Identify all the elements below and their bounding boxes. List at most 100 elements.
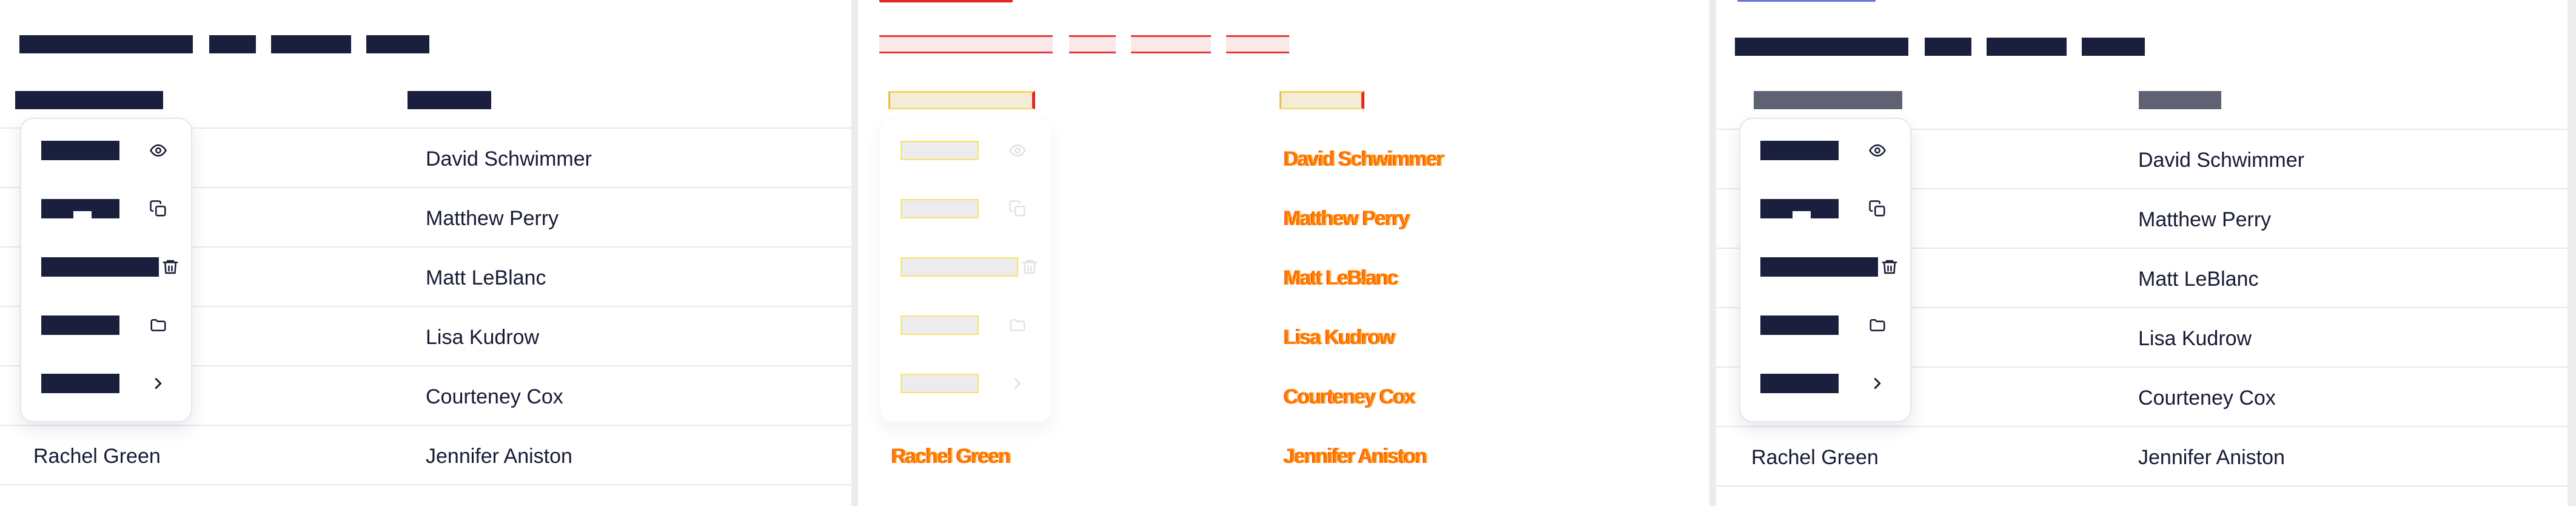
menu-item-duplicate[interactable]: [880, 178, 1050, 237]
menu-item-delete[interactable]: [1740, 237, 1910, 295]
menu-item-duplicate[interactable]: [1740, 178, 1910, 237]
menu-item-duplicate[interactable]: [21, 178, 191, 237]
toolbar-button-redacted[interactable]: [2082, 38, 2145, 56]
toolbar-button-redacted[interactable]: [1226, 35, 1289, 53]
table-row[interactable]: David Schwimmer: [0, 127, 851, 187]
chevron-right-icon: [147, 373, 169, 394]
menu-item-label-redacted: [1760, 257, 1878, 277]
menu-item-move[interactable]: [1740, 295, 1910, 353]
menu-item-label-redacted: [901, 374, 979, 393]
cell-actor: Matt LeBlanc: [2138, 268, 2259, 291]
cell-actor: Courteney Cox: [426, 385, 563, 408]
table-row[interactable]: Courteney Cox: [858, 365, 1709, 425]
menu-item-label-redacted: [41, 315, 119, 335]
column-header-actor[interactable]: [2139, 91, 2221, 109]
menu-item-label-redacted: [41, 141, 119, 160]
table-row[interactable]: Matt LeBlanc: [0, 246, 851, 306]
cell-actor: Matthew Perry: [1284, 207, 1410, 230]
cell-actor: Lisa Kudrow: [2138, 327, 2252, 350]
cell-actor: Jennifer Aniston: [1284, 445, 1427, 468]
menu-item-view[interactable]: [880, 120, 1050, 178]
top-accent-bar: [1737, 0, 1876, 2]
table-row[interactable]: David Schwimmer: [1716, 129, 2568, 188]
folder-icon: [1007, 314, 1028, 336]
cell-character: Rachel Green: [1751, 446, 1879, 469]
menu-item-label-redacted: [901, 199, 979, 218]
menu-item-more[interactable]: [1740, 353, 1910, 411]
table-row[interactable]: Lisa Kudrow: [0, 306, 851, 365]
folder-icon: [1867, 314, 1888, 336]
toolbar-title-redacted: [1735, 38, 1908, 56]
toolbar-button-redacted[interactable]: [271, 35, 351, 53]
cell-actor: David Schwimmer: [426, 147, 592, 170]
menu-item-delete[interactable]: [880, 237, 1050, 295]
menu-item-label-redacted: [901, 315, 979, 335]
context-menu: [1739, 118, 1911, 422]
eye-icon: [1867, 140, 1888, 161]
table-divider: [1716, 485, 2568, 506]
table-row[interactable]: Matthew Perry: [858, 187, 1709, 246]
cell-actor: Matthew Perry: [2138, 208, 2272, 231]
table-row[interactable]: Matt LeBlanc: [1716, 248, 2568, 307]
chevron-right-icon: [1007, 373, 1028, 394]
copy-icon: [1867, 198, 1888, 220]
table-row[interactable]: Courteney Cox: [0, 365, 851, 425]
menu-item-label-redacted: [1760, 374, 1839, 393]
table-row[interactable]: Matthew Perry: [1716, 188, 2568, 248]
table-row[interactable]: Matthew Perry: [0, 187, 851, 246]
cell-actor: Lisa Kudrow: [426, 326, 540, 349]
table-row[interactable]: Rachel Green Jennifer Aniston: [858, 425, 1709, 484]
cell-actor: David Schwimmer: [1284, 147, 1444, 170]
folder-icon: [147, 314, 169, 336]
trash-icon: [159, 256, 181, 278]
menu-item-view[interactable]: [21, 120, 191, 178]
table-row[interactable]: Rachel Green Jennifer Aniston: [0, 425, 851, 484]
column-header-actor[interactable]: [1280, 91, 1364, 109]
table-row[interactable]: Matt LeBlanc: [858, 246, 1709, 306]
cell-character: Rachel Green: [33, 445, 161, 468]
cell-actor: Courteney Cox: [2138, 386, 2276, 410]
label-notch: [1793, 211, 1811, 218]
toolbar-button-redacted[interactable]: [1925, 38, 1971, 56]
trash-icon: [1019, 256, 1041, 278]
cell-actor: Matthew Perry: [426, 207, 559, 230]
menu-item-move[interactable]: [880, 295, 1050, 353]
table-row[interactable]: Lisa Kudrow: [858, 306, 1709, 365]
toolbar-title-redacted: [19, 35, 193, 53]
column-header-character[interactable]: [888, 91, 1035, 109]
menu-item-more[interactable]: [880, 353, 1050, 411]
context-menu: [20, 118, 192, 422]
cell-actor: Matt LeBlanc: [1284, 266, 1399, 289]
table-divider: [0, 484, 851, 506]
cell-actor: Jennifer Aniston: [2138, 446, 2285, 469]
table-panel-diff: David Schwimmer Matthew Perry Matt LeBla…: [858, 0, 1709, 506]
table-row[interactable]: David Schwimmer: [858, 127, 1709, 187]
column-header-character[interactable]: [1754, 91, 1902, 109]
cell-actor: Courteney Cox: [1284, 385, 1416, 408]
cell-actor: Jennifer Aniston: [426, 445, 572, 468]
menu-item-label-redacted: [41, 374, 119, 393]
cell-actor: David Schwimmer: [2138, 149, 2304, 172]
menu-item-label-redacted: [1760, 141, 1839, 160]
menu-item-view[interactable]: [1740, 120, 1910, 178]
table-panel-rendered: David Schwimmer Matthew Perry Matt LeBla…: [1716, 0, 2568, 506]
column-header-actor[interactable]: [408, 91, 491, 109]
toolbar-button-redacted[interactable]: [366, 35, 429, 53]
table-row[interactable]: Lisa Kudrow: [1716, 307, 2568, 366]
toolbar-button-redacted[interactable]: [1131, 35, 1211, 53]
menu-item-label-redacted: [1760, 315, 1839, 335]
toolbar-button-redacted[interactable]: [1069, 35, 1116, 53]
menu-item-label-redacted: [41, 257, 159, 277]
cell-actor: Lisa Kudrow: [1284, 326, 1395, 349]
toolbar-button-redacted[interactable]: [209, 35, 256, 53]
table-row[interactable]: Rachel Green Jennifer Aniston: [1716, 426, 2568, 485]
toolbar-button-redacted[interactable]: [1987, 38, 2067, 56]
cell-character: Rachel Green: [891, 445, 1011, 468]
menu-item-label-redacted: [901, 141, 979, 160]
table-row[interactable]: Courteney Cox: [1716, 366, 2568, 426]
menu-item-move[interactable]: [21, 295, 191, 353]
menu-item-delete[interactable]: [21, 237, 191, 295]
menu-item-more[interactable]: [21, 353, 191, 411]
copy-icon: [1007, 198, 1028, 220]
column-header-character[interactable]: [15, 91, 163, 109]
